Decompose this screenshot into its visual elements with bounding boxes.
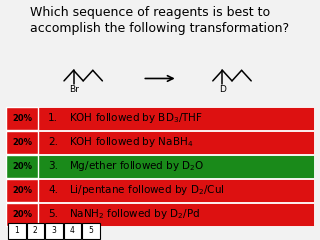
- Text: NaNH$_2$ followed by D$_2$/Pd: NaNH$_2$ followed by D$_2$/Pd: [69, 207, 200, 221]
- Text: 3.: 3.: [48, 161, 58, 171]
- Text: Br: Br: [69, 85, 78, 94]
- Bar: [6, 107, 314, 130]
- Text: 4: 4: [70, 226, 75, 235]
- Bar: [6, 179, 38, 202]
- Text: 2: 2: [33, 226, 38, 235]
- Text: Which sequence of reagents is best to
accomplish the following transformation?: Which sequence of reagents is best to ac…: [30, 6, 290, 35]
- Text: 20%: 20%: [12, 162, 32, 171]
- Text: 1.: 1.: [48, 113, 58, 123]
- Bar: [6, 131, 314, 154]
- Bar: [82, 223, 100, 239]
- Bar: [6, 179, 314, 202]
- Text: 20%: 20%: [12, 138, 32, 147]
- Bar: [64, 223, 81, 239]
- Bar: [6, 131, 38, 154]
- Text: KOH followed by NaBH$_4$: KOH followed by NaBH$_4$: [69, 135, 193, 149]
- Text: 20%: 20%: [12, 186, 32, 195]
- Bar: [27, 223, 44, 239]
- Bar: [6, 203, 314, 226]
- Bar: [6, 203, 38, 226]
- Text: 5.: 5.: [48, 209, 58, 219]
- Text: 1: 1: [14, 226, 19, 235]
- Text: D: D: [219, 85, 226, 94]
- Bar: [6, 107, 38, 130]
- Bar: [8, 223, 26, 239]
- Bar: [45, 223, 63, 239]
- Text: Li/pentane followed by D$_2$/CuI: Li/pentane followed by D$_2$/CuI: [69, 183, 224, 197]
- Bar: [6, 155, 38, 178]
- Text: 20%: 20%: [12, 114, 32, 123]
- Text: 4.: 4.: [48, 185, 58, 195]
- Text: Mg/ether followed by D$_2$O: Mg/ether followed by D$_2$O: [69, 159, 204, 173]
- Text: 3: 3: [52, 226, 56, 235]
- Text: 2.: 2.: [48, 137, 58, 147]
- Text: 5: 5: [89, 226, 93, 235]
- Text: 20%: 20%: [12, 210, 32, 219]
- Text: KOH followed by BD$_3$/THF: KOH followed by BD$_3$/THF: [69, 111, 203, 125]
- Bar: [6, 155, 314, 178]
